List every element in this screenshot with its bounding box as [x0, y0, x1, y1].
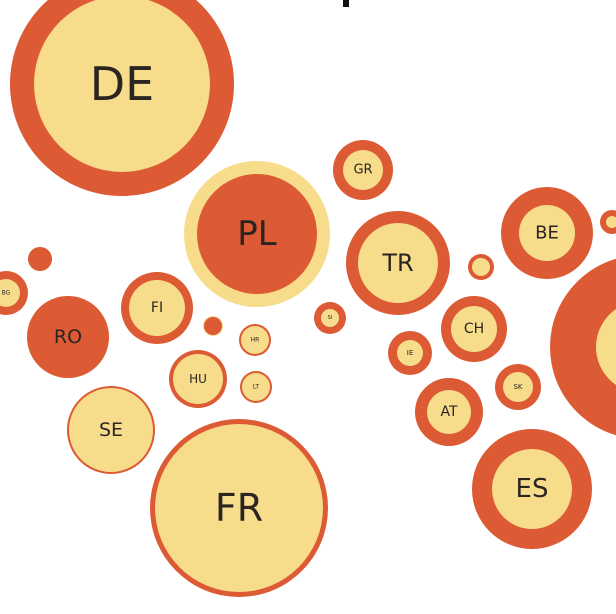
bubble-inner-core: [0, 279, 20, 307]
country-bubble-at: AT: [415, 378, 483, 446]
country-bubble-lt: LT: [240, 371, 272, 403]
bubble-inner-core: [492, 449, 572, 529]
country-code-label: LT: [253, 384, 260, 391]
country-bubble-tr: TR: [346, 211, 450, 315]
country-bubble-ie: IE: [388, 331, 432, 375]
country-code-label: IE: [407, 349, 414, 357]
country-bubble-unlabeled-21: [468, 254, 494, 280]
country-bubble-ro: RO: [27, 296, 109, 378]
country-code-label: SE: [99, 419, 123, 441]
bubble-inner-core: [197, 174, 317, 294]
country-bubble-se: SE: [67, 386, 155, 474]
country-code-label: BG: [2, 290, 11, 297]
bubble-inner-core: [343, 150, 383, 190]
bubble-inner-core: [28, 247, 52, 271]
country-code-label: GR: [353, 163, 372, 178]
country-bubble-be: BE: [501, 187, 593, 279]
country-code-label: HU: [189, 372, 207, 386]
country-bubble-es: ES: [472, 429, 592, 549]
country-code-label: FR: [215, 486, 263, 530]
country-bubble-sk: SK: [495, 364, 541, 410]
country-bubble-unlabeled-22: [600, 210, 616, 234]
bubble-inner-core: [173, 354, 223, 404]
country-code-label: SI: [328, 315, 333, 321]
country-bubble-unlabeled-19: [28, 247, 52, 271]
bubble-inner-core: [606, 216, 616, 228]
bubble-inner-core: [27, 296, 109, 378]
country-bubble-gr: GR: [333, 140, 393, 200]
country-code-label: PL: [237, 214, 277, 254]
bubble-inner-core: [472, 258, 490, 276]
bubble-inner-core: [129, 280, 185, 336]
country-code-label: FI: [151, 300, 163, 316]
country-bubble-fi: FI: [121, 272, 193, 344]
country-bubble-hu: HU: [169, 350, 227, 408]
bubble-inner-core: [241, 326, 269, 354]
country-code-label: DE: [90, 57, 155, 111]
bubble-inner-core: [34, 0, 210, 172]
country-code-label: RO: [54, 326, 82, 348]
country-bubble-ch: CH: [441, 296, 507, 362]
country-bubble-fr: FR: [150, 419, 328, 597]
bubble-inner-core: [155, 424, 323, 592]
country-bubble-hr: HR: [239, 324, 271, 356]
country-code-label: ES: [516, 474, 549, 504]
bubble-inner-core: [242, 373, 270, 401]
country-code-label: HR: [251, 337, 260, 344]
bubble-inner-core: [321, 309, 339, 327]
country-code-label: TR: [381, 249, 413, 277]
country-bubble-unlabeled-20: [203, 316, 223, 336]
country-code-label: BE: [535, 223, 559, 244]
country-bubble-unlabeled-23: [550, 258, 616, 436]
bubble-inner-core: [204, 317, 222, 335]
bubble-inner-core: [451, 306, 497, 352]
country-bubble-si: SI: [314, 302, 346, 334]
bubble-inner-core: [503, 372, 533, 402]
country-bubble-pl: PL: [184, 161, 330, 307]
country-bubble-bg: BG: [0, 271, 28, 315]
bubble-inner-core: [427, 390, 471, 434]
bubble-inner-core: [397, 340, 423, 366]
bubble-inner-core: [69, 388, 153, 472]
country-code-label: SK: [513, 383, 522, 391]
bubble-inner-core: [358, 223, 438, 303]
country-bubble-de: DE: [10, 0, 234, 196]
country-code-label: CH: [464, 321, 484, 337]
bubble-inner-core: [596, 309, 616, 385]
country-code-label: AT: [440, 404, 457, 420]
bubble-outer-ring: [550, 258, 616, 436]
bubble-inner-core: [519, 205, 575, 261]
title-fragment: [343, 0, 349, 7]
